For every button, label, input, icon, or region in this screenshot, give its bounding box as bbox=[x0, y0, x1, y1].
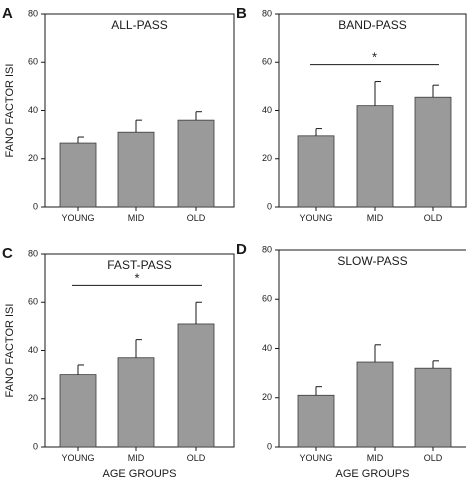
y-tick-label-d-40: 40 bbox=[262, 343, 272, 353]
panel-d: D SLOW-PASS 0 20 40 60 80 YOUNG MID OLD AGE GROUPS bbox=[236, 241, 466, 480]
bar-b-young bbox=[297, 135, 335, 208]
bar-d-mid bbox=[356, 361, 394, 448]
x-tick-label-a-young: YOUNG bbox=[61, 213, 94, 223]
bar-b-old bbox=[414, 96, 452, 208]
y-tick-label-b-80: 80 bbox=[262, 8, 272, 18]
y-tick-label-c-20: 20 bbox=[28, 393, 38, 403]
y-tick-label-d-20: 20 bbox=[262, 392, 272, 402]
x-tick-label-b-mid: MID bbox=[367, 213, 384, 223]
y-tick-label-a-0: 0 bbox=[33, 201, 38, 211]
bar-a-young bbox=[59, 142, 97, 208]
panel-letter-b: B bbox=[236, 5, 247, 22]
y-tick-label-b-0: 0 bbox=[267, 201, 272, 211]
y-tick-label-a-40: 40 bbox=[28, 105, 38, 115]
panel-c: C FAST-PASS 0 20 40 60 80 YOUNG MID OLD * FANO FACT… bbox=[2, 245, 235, 480]
y-tick-label-b-40: 40 bbox=[262, 105, 272, 115]
x-axis-title-c: AGE GROUPS bbox=[103, 468, 177, 480]
y-tick-label-d-0: 0 bbox=[267, 441, 272, 451]
panel-title-b: BAND-PASS bbox=[338, 18, 406, 32]
y-tick-label-d-60: 60 bbox=[262, 294, 272, 304]
bar-a-mid bbox=[117, 131, 155, 208]
bar-c-young bbox=[59, 374, 97, 448]
panel-title-d: SLOW-PASS bbox=[337, 254, 407, 268]
x-tick-label-c-old: OLD bbox=[187, 453, 206, 463]
y-tick-label-d-80: 80 bbox=[262, 244, 272, 254]
y-tick-label-a-80: 80 bbox=[28, 8, 38, 18]
y-axis-title-c: FANO FACTOR ISI bbox=[4, 304, 16, 398]
x-tick-label-d-young: YOUNG bbox=[299, 453, 332, 463]
panel-title-a: ALL-PASS bbox=[111, 18, 167, 32]
x-tick-label-d-mid: MID bbox=[367, 453, 384, 463]
x-tick-label-c-mid: MID bbox=[128, 453, 145, 463]
y-tick-label-b-60: 60 bbox=[262, 57, 272, 67]
bar-a-old bbox=[177, 119, 215, 208]
x-tick-label-a-old: OLD bbox=[187, 213, 206, 223]
x-tick-label-c-young: YOUNG bbox=[61, 453, 94, 463]
bar-d-young bbox=[297, 394, 335, 448]
x-tick-label-b-old: OLD bbox=[424, 213, 443, 223]
y-tick-label-c-60: 60 bbox=[28, 297, 38, 307]
x-axis-title-d: AGE GROUPS bbox=[336, 468, 410, 480]
bar-c-mid bbox=[117, 357, 155, 448]
panel-title-c: FAST-PASS bbox=[107, 258, 171, 272]
y-axis-title-a: FANO FACTOR ISI bbox=[4, 64, 16, 158]
x-tick-label-a-mid: MID bbox=[128, 213, 145, 223]
y-tick-label-a-20: 20 bbox=[28, 153, 38, 163]
panel-letter-a: A bbox=[2, 5, 13, 22]
panel-a: A ALL-PASS 0 20 40 60 80 YOUNG MID OLD FANO FACTOR… bbox=[2, 5, 235, 223]
bar-d-old bbox=[414, 367, 452, 448]
y-tick-label-a-60: 60 bbox=[28, 57, 38, 67]
bar-c-old bbox=[177, 323, 215, 448]
x-tick-label-b-young: YOUNG bbox=[299, 213, 332, 223]
significance-marker-b: * bbox=[372, 50, 377, 65]
panel-b: B BAND-PASS 0 20 40 60 80 YOUNG MID OLD * bbox=[236, 5, 467, 223]
y-tick-label-c-40: 40 bbox=[28, 345, 38, 355]
significance-marker-c: * bbox=[134, 270, 139, 285]
y-tick-label-b-20: 20 bbox=[262, 153, 272, 163]
bar-b-mid bbox=[356, 105, 394, 208]
y-tick-label-c-0: 0 bbox=[33, 441, 38, 451]
panel-letter-d: D bbox=[236, 241, 247, 258]
x-tick-label-d-old: OLD bbox=[424, 453, 443, 463]
y-tick-label-c-80: 80 bbox=[28, 248, 38, 258]
panel-letter-c: C bbox=[2, 245, 13, 262]
